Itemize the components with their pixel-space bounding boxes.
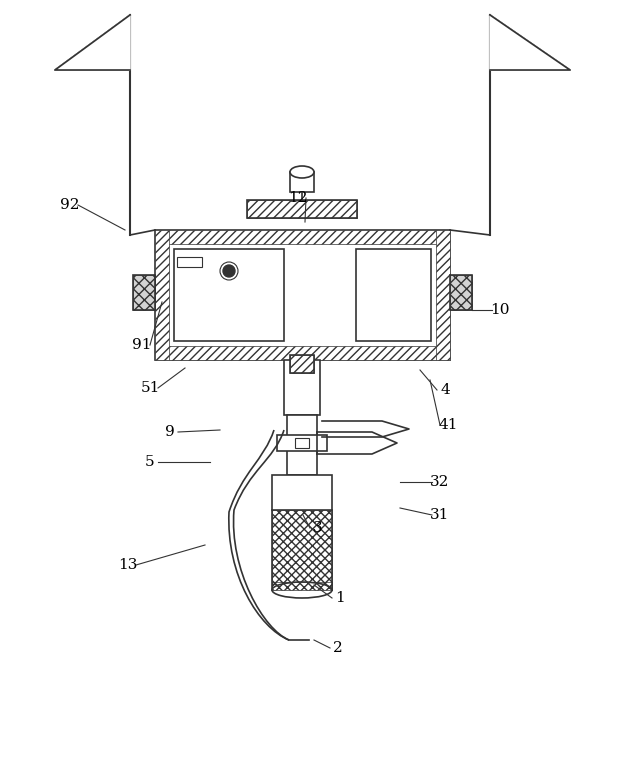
Bar xyxy=(272,582,332,590)
Bar xyxy=(290,172,314,192)
Bar xyxy=(436,230,450,360)
Bar xyxy=(177,257,202,267)
Bar xyxy=(155,230,450,244)
Bar xyxy=(272,510,332,590)
Bar xyxy=(247,200,357,218)
Bar xyxy=(356,249,431,341)
Ellipse shape xyxy=(290,166,314,178)
Bar xyxy=(450,275,472,310)
Bar xyxy=(155,230,450,360)
Text: 91: 91 xyxy=(132,338,152,352)
Bar xyxy=(155,230,169,360)
Circle shape xyxy=(223,265,235,277)
Text: 31: 31 xyxy=(430,508,450,522)
Text: 92: 92 xyxy=(60,198,80,212)
Text: 13: 13 xyxy=(118,558,138,572)
Text: 5: 5 xyxy=(145,455,155,469)
Bar xyxy=(174,249,284,341)
Text: 3: 3 xyxy=(313,521,323,535)
Text: 9: 9 xyxy=(165,425,175,439)
Polygon shape xyxy=(55,15,130,70)
Text: 32: 32 xyxy=(430,475,450,489)
Text: 1: 1 xyxy=(335,591,345,605)
Bar xyxy=(295,438,309,448)
Bar xyxy=(247,200,357,218)
Bar xyxy=(277,435,327,451)
Text: 51: 51 xyxy=(140,381,160,395)
Bar xyxy=(450,275,472,310)
Polygon shape xyxy=(490,15,570,70)
Bar xyxy=(290,355,314,373)
Bar xyxy=(290,355,314,373)
Text: 10: 10 xyxy=(490,303,510,317)
Bar xyxy=(155,346,450,360)
Text: 41: 41 xyxy=(438,418,458,432)
Ellipse shape xyxy=(272,582,332,598)
Bar xyxy=(284,360,320,415)
Bar xyxy=(133,275,155,310)
Bar xyxy=(272,475,332,590)
Text: 2: 2 xyxy=(333,641,343,655)
Text: 4: 4 xyxy=(440,383,450,397)
Bar xyxy=(287,415,317,475)
Text: 12: 12 xyxy=(288,191,308,205)
Bar xyxy=(133,275,155,310)
